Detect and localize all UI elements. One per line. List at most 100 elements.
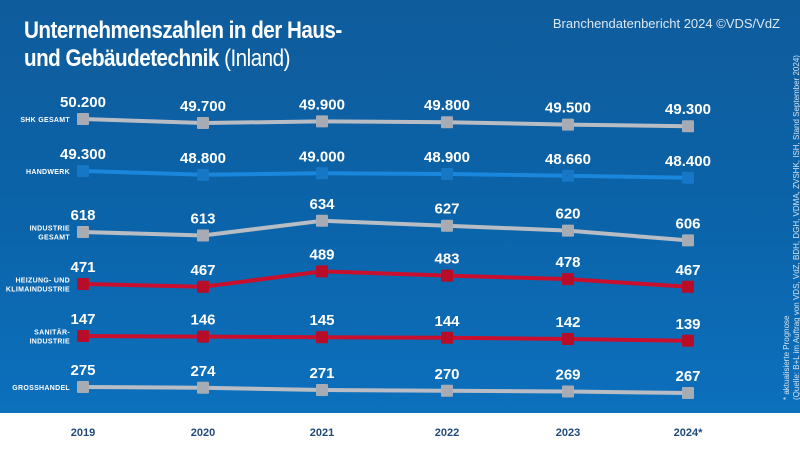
chart-title: Unternehmenszahlen in der Haus- und Gebä…	[24, 17, 342, 73]
data-point-marker	[441, 269, 453, 282]
data-point-marker	[316, 265, 328, 278]
title-line-1: Unternehmenszahlen in der Haus-	[24, 17, 342, 44]
series-label: GESAMT	[38, 235, 70, 242]
data-label: 478	[555, 254, 580, 271]
series-label: GROSSHANDEL	[12, 385, 70, 392]
series-line	[82, 169, 689, 180]
series-label: INDUSTRIE	[30, 339, 70, 346]
series-heizung-und-klimaindustrie: 471 467 489 483 478 467 HEIZUNG- UND KLIMAINDUS…	[6, 246, 701, 293]
data-label: 49.300	[60, 146, 106, 163]
series-handwerk: 49.300 48.800 49.000 48.900 48.660 48.400 HAND…	[26, 146, 711, 184]
chart-background-panel	[0, 0, 800, 413]
data-point-marker	[441, 384, 453, 397]
title-line-2-bold: und Gebäudetechnik	[24, 45, 219, 72]
data-label: 467	[190, 262, 215, 279]
series-label: SHK GESAMT	[20, 117, 70, 124]
data-label: 49.500	[545, 100, 591, 117]
report-source: Branchendatenbericht 2024 ©VDS/VdZ	[552, 16, 780, 31]
series-label: INDUSTRIE	[30, 226, 70, 233]
title-line-2: und Gebäudetechnik (Inland)	[24, 45, 342, 73]
data-point-marker	[197, 168, 209, 181]
x-tick-label: 2022	[435, 427, 459, 439]
data-point-marker	[77, 278, 89, 290]
data-point-marker	[197, 330, 209, 343]
data-label: 271	[309, 365, 334, 382]
data-label: 269	[555, 367, 580, 384]
data-label: 50.200	[60, 94, 106, 111]
series-industrie-gesamt: 618 613 634 627 620 606 INDUSTRIE GESAMT	[30, 196, 701, 247]
data-point-marker	[316, 384, 328, 396]
data-point-marker	[316, 115, 328, 128]
data-label: 483	[434, 251, 459, 268]
data-label: 627	[434, 201, 459, 218]
data-point-marker	[441, 168, 453, 180]
data-label: 49.300	[665, 101, 711, 118]
data-point-marker	[562, 169, 574, 182]
data-point-marker	[316, 331, 328, 344]
x-tick-label: 2024*	[674, 427, 703, 439]
data-label: 147	[70, 311, 95, 328]
x-tick-label: 2019	[71, 427, 95, 439]
series-label: SANITÄR-	[34, 329, 70, 337]
x-tick-label: 2021	[310, 427, 334, 439]
series-label: HANDWERK	[26, 169, 70, 176]
data-point-marker	[562, 333, 574, 345]
series-line	[82, 117, 689, 129]
title-inland: (Inland)	[224, 45, 290, 72]
data-label: 467	[675, 262, 700, 279]
data-label: 275	[70, 362, 95, 379]
data-label: 139	[675, 316, 700, 333]
data-label: 49.800	[424, 97, 470, 114]
data-point-marker	[682, 387, 694, 399]
data-label: 620	[555, 206, 580, 223]
data-point-marker	[682, 280, 694, 293]
data-label: 48.900	[424, 149, 470, 166]
data-point-marker	[441, 116, 453, 129]
series-shk-gesamt: 50.200 49.700 49.900 49.800 49.500 49.300 SHK …	[20, 94, 711, 133]
data-point-marker	[682, 334, 694, 347]
data-label: 613	[190, 211, 215, 228]
series-sanit-r-industrie: 147 146 145 144 142 139 SANITÄR- INDUSTRIE	[30, 311, 701, 347]
data-label: 618	[70, 207, 95, 224]
data-point-marker	[441, 219, 453, 232]
series-grosshandel: 275 274 271 270 269 267 GROSSHANDEL	[12, 362, 701, 399]
data-label: 48.800	[180, 150, 226, 167]
series-label: KLIMAINDUSTRIE	[6, 287, 70, 294]
data-point-marker	[77, 330, 89, 342]
series-line	[82, 334, 689, 343]
data-point-marker	[562, 273, 574, 286]
data-label: 49.000	[299, 148, 345, 165]
data-label: 274	[190, 363, 216, 380]
data-point-marker	[316, 167, 328, 180]
data-point-marker	[197, 117, 209, 129]
data-label: 48.400	[665, 153, 711, 170]
data-point-marker	[77, 165, 89, 177]
data-label: 634	[309, 196, 335, 213]
data-point-marker	[441, 331, 453, 344]
data-label: 146	[190, 312, 215, 329]
data-label: 48.660	[545, 151, 591, 168]
series-line	[82, 385, 689, 395]
data-point-marker	[682, 171, 694, 184]
data-label: 142	[555, 314, 580, 331]
series-line	[82, 269, 689, 289]
data-point-marker	[562, 118, 574, 131]
data-point-marker	[197, 381, 209, 394]
data-point-marker	[562, 224, 574, 237]
data-point-marker	[316, 214, 328, 227]
data-label: 270	[434, 366, 459, 383]
data-point-marker	[682, 234, 694, 247]
x-tick-label: 2023	[556, 427, 580, 439]
data-point-marker	[682, 120, 694, 133]
data-label: 145	[309, 312, 334, 329]
data-label: 267	[675, 368, 700, 385]
data-label: 471	[70, 259, 95, 276]
data-point-marker	[77, 113, 89, 125]
series-label: HEIZUNG- UND	[15, 278, 70, 285]
x-tick-label: 2020	[191, 427, 215, 439]
data-point-marker	[562, 385, 574, 398]
series-line	[82, 218, 689, 243]
data-label: 49.900	[299, 96, 345, 113]
data-label: 606	[675, 215, 700, 232]
data-point-marker	[197, 229, 209, 242]
